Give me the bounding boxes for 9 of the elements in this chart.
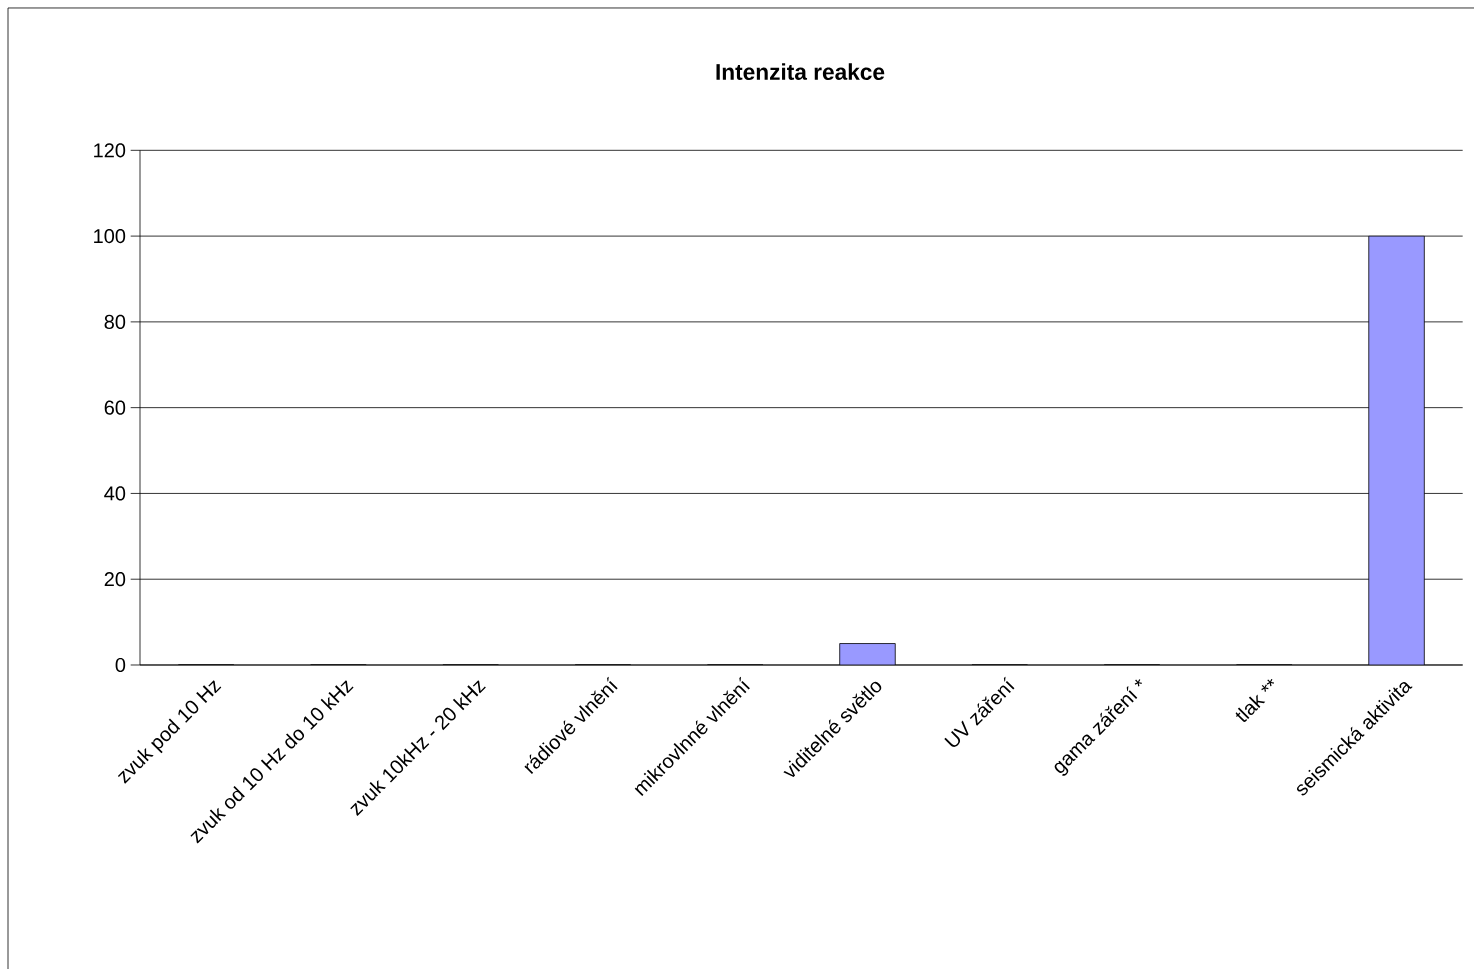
y-tick-label: 80 bbox=[104, 314, 126, 329]
y-tick-label: 120 bbox=[94, 143, 126, 158]
y-tick-label: 40 bbox=[104, 486, 126, 501]
y-tick-label: 20 bbox=[104, 572, 126, 587]
x-tick-label: tlak ** bbox=[1235, 678, 1275, 722]
chart-title: Intenzita reakce bbox=[716, 63, 885, 80]
y-tick-label: 100 bbox=[94, 229, 126, 244]
y-tick-label: 60 bbox=[104, 400, 126, 415]
y-tick-label: 0 bbox=[115, 657, 126, 673]
